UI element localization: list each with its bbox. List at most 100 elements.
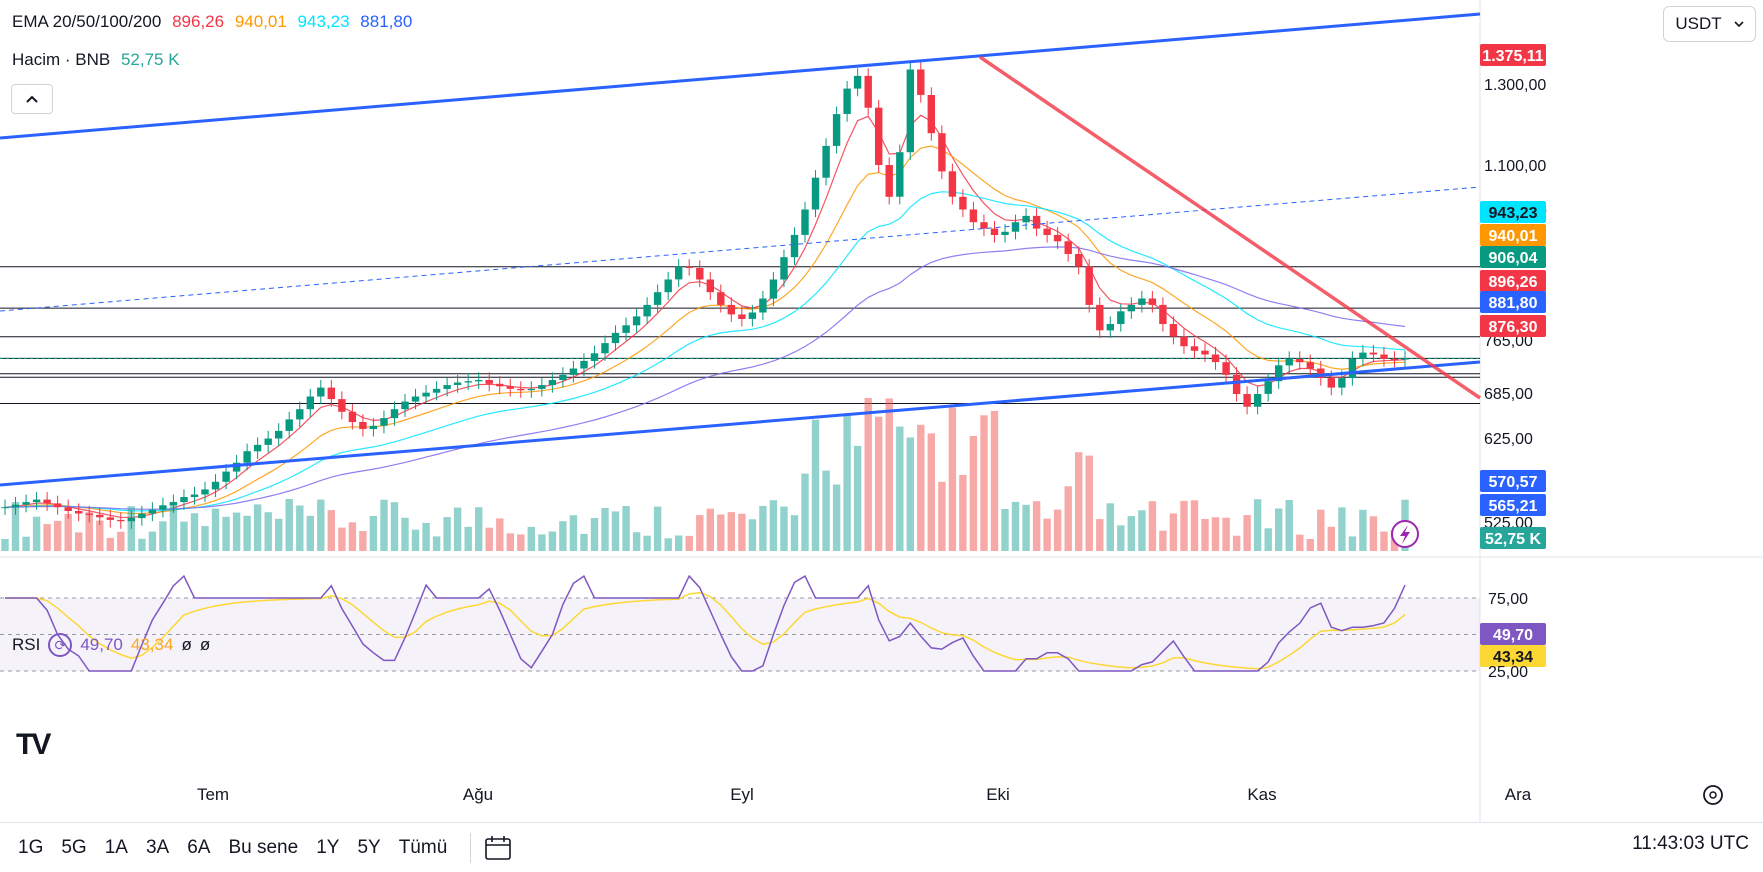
- volume-bar: [927, 433, 935, 551]
- volume-legend-value: 52,75 K: [120, 50, 180, 69]
- volume-bar: [317, 499, 325, 551]
- candle-body: [696, 268, 704, 280]
- candle-body: [306, 396, 314, 410]
- volume-bar: [1327, 526, 1335, 551]
- volume-bar: [432, 536, 441, 551]
- currency-selector[interactable]: USDT: [1663, 6, 1756, 42]
- price-label-badge: [1480, 623, 1546, 645]
- volume-bar: [243, 515, 251, 551]
- candle-body: [843, 88, 851, 114]
- candle-body: [475, 380, 483, 382]
- collapse-legend-button[interactable]: [11, 84, 53, 114]
- candle-body: [853, 75, 862, 89]
- rsi-legend[interactable]: RSI ⟳ 49,70 43,34 ø ø: [12, 633, 210, 657]
- candle-body: [64, 507, 72, 511]
- volume-bar: [1022, 504, 1030, 551]
- volume-bar: [853, 445, 862, 551]
- price-label-text: 881,80: [1489, 295, 1538, 312]
- candle-body: [85, 513, 93, 515]
- volume-bar: [917, 424, 925, 551]
- time-axis-label: Tem: [197, 785, 229, 804]
- candle-body: [338, 399, 346, 412]
- volume-bar: [1253, 499, 1262, 551]
- volume-bar: [790, 515, 799, 551]
- candle-body: [980, 222, 988, 229]
- volume-bar: [538, 534, 546, 551]
- candle-body: [1390, 359, 1399, 360]
- volume-bar: [222, 516, 230, 551]
- candle-body: [506, 386, 514, 389]
- tradingview-logo: TV: [16, 728, 51, 761]
- volume-bar: [401, 517, 409, 551]
- volume-bar: [1338, 507, 1346, 551]
- volume-bar: [590, 518, 599, 551]
- volume-bar: [843, 415, 851, 551]
- ema-legend[interactable]: EMA 20/50/100/200 896,26 940,01 943,23 8…: [12, 12, 418, 32]
- volume-bar: [580, 533, 588, 551]
- candle-body: [780, 257, 788, 280]
- rsi-ma-line: [5, 591, 1406, 670]
- volume-bar: [769, 500, 778, 551]
- rsi-axis-tick: 75,00: [1488, 591, 1528, 608]
- range-1g[interactable]: 1G: [18, 836, 44, 858]
- candle-body: [1317, 368, 1325, 378]
- time-axis-label: Eyl: [730, 785, 754, 804]
- rsi-label: RSI: [12, 635, 41, 654]
- volume-bar: [106, 537, 114, 551]
- candle-body: [1043, 228, 1051, 235]
- candle-body: [622, 325, 630, 333]
- range-bu-sene[interactable]: Bu sene: [228, 836, 299, 858]
- time-axis-label: Ara: [1505, 785, 1532, 804]
- candle-body: [1296, 359, 1304, 363]
- candle-body: [611, 332, 620, 344]
- candle-body: [432, 388, 441, 393]
- bottom-toolbar: 1G 5G 1A 3A 6A Bu sene 1Y 5Y Tümü 11:43:…: [0, 822, 1763, 872]
- candle-body: [1075, 254, 1083, 267]
- candle-body: [832, 114, 841, 146]
- volume-bar: [1075, 452, 1083, 551]
- candle-body: [559, 374, 567, 380]
- volume-bar: [1085, 455, 1093, 551]
- volume-bar: [75, 532, 83, 551]
- candle-body: [717, 292, 725, 305]
- volume-legend[interactable]: Hacim · BNB 52,75 K: [12, 50, 186, 70]
- price-label-badge: [1480, 224, 1546, 246]
- range-6a[interactable]: 6A: [187, 836, 211, 858]
- clock[interactable]: 11:43:03 UTC: [1632, 833, 1749, 854]
- volume-bar: [1211, 517, 1220, 551]
- range-5y[interactable]: 5Y: [357, 836, 381, 858]
- volume-bar: [559, 521, 567, 551]
- volume-bar: [159, 521, 167, 551]
- volume-bar: [1243, 515, 1251, 551]
- candle-body: [1232, 374, 1241, 394]
- range-tumu[interactable]: Tümü: [398, 836, 448, 858]
- range-1a[interactable]: 1A: [104, 836, 128, 858]
- volume-bar: [53, 520, 62, 551]
- volume-bar: [96, 520, 104, 551]
- range-5g[interactable]: 5G: [61, 836, 87, 858]
- range-3a[interactable]: 3A: [145, 836, 170, 858]
- price-label-text: 52,75 K: [1485, 531, 1541, 548]
- volume-bar: [1317, 509, 1325, 551]
- price-axis-tick: 685,00: [1484, 386, 1533, 403]
- candle-body: [453, 382, 462, 385]
- candle-body: [106, 517, 114, 520]
- volume-bar: [264, 512, 272, 551]
- candle-body: [32, 499, 41, 503]
- candle-body: [1032, 215, 1041, 229]
- candle-body: [22, 502, 30, 505]
- range-1y[interactable]: 1Y: [316, 836, 340, 858]
- price-label-badge: [1480, 315, 1546, 337]
- rsi-ma-value: 43,34: [130, 635, 174, 654]
- candle-body: [632, 316, 641, 326]
- refresh-icon[interactable]: ⟳: [48, 633, 73, 657]
- price-axis-tick: 625,00: [1484, 431, 1533, 448]
- volume-bar: [875, 416, 883, 551]
- volume-bar: [1032, 501, 1041, 551]
- candle-body: [1022, 215, 1030, 223]
- volume-bar: [948, 407, 957, 551]
- calendar-icon[interactable]: [483, 834, 513, 862]
- rsi-extra-value-1: ø: [181, 635, 192, 654]
- volume-bar: [706, 508, 714, 551]
